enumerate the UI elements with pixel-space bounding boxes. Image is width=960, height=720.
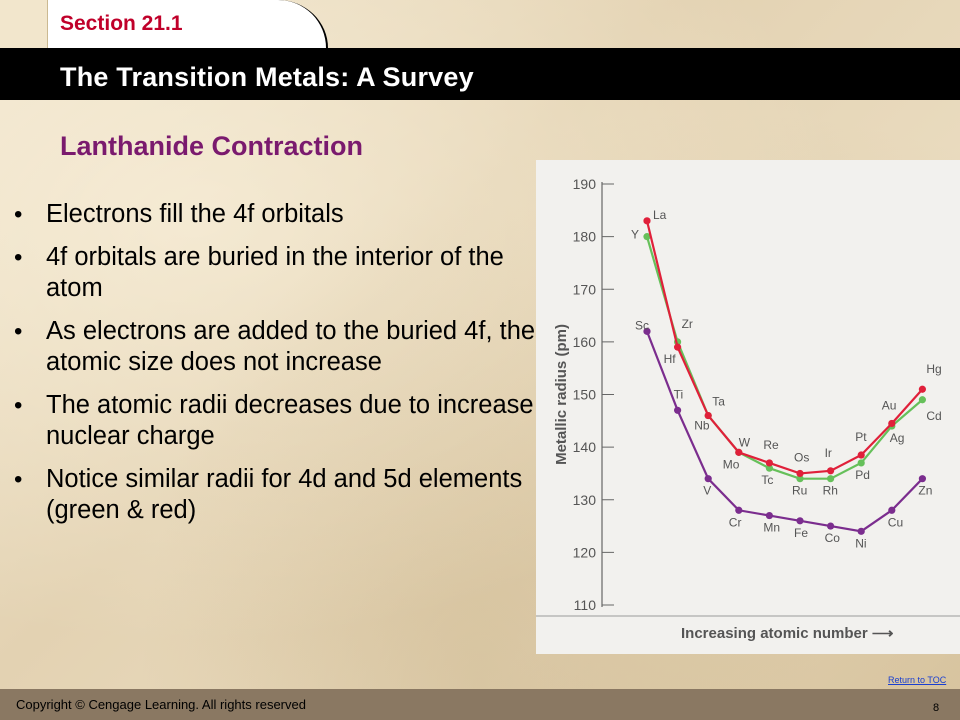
data-point <box>704 475 712 483</box>
bullet-text: 4f orbitals are buried in the interior o… <box>46 243 504 302</box>
bullet-text: As electrons are added to the buried 4f,… <box>46 317 536 376</box>
y-tick-label: 160 <box>573 334 597 350</box>
header-corner-square <box>0 0 48 48</box>
y-tick-label: 110 <box>574 597 597 613</box>
element-label: Pd <box>855 468 870 482</box>
data-point <box>643 217 651 225</box>
element-label: Rh <box>823 484 838 498</box>
data-point <box>888 506 896 514</box>
element-label: Mo <box>723 457 740 471</box>
data-point <box>857 451 865 459</box>
data-point <box>643 327 651 335</box>
data-point <box>827 467 835 475</box>
bullet-dot: • <box>14 392 23 419</box>
bullet-dot: • <box>14 244 23 271</box>
element-label: Tc <box>761 473 773 487</box>
element-label: Cr <box>729 515 742 529</box>
element-label: Y <box>631 228 639 242</box>
element-label: Os <box>794 450 809 464</box>
bullet-text: Electrons fill the 4f orbitals <box>46 200 344 228</box>
radius-chart: 110 120 130 140 150 160 170 180 190 Metallic radi… <box>536 176 960 642</box>
element-label: V <box>703 484 711 498</box>
element-label: Ag <box>890 431 905 445</box>
element-label: Hg <box>926 362 941 376</box>
bullet-item: • 4f orbitals are buried in the interior … <box>0 242 540 304</box>
data-point <box>765 464 773 472</box>
footer-bar <box>0 689 960 720</box>
data-point <box>918 385 926 393</box>
data-point <box>796 517 804 525</box>
element-label: Cu <box>888 515 903 529</box>
page-title: The Transition Metals: A Survey <box>60 62 474 92</box>
data-point <box>704 411 712 420</box>
element-label: Nb <box>694 419 710 433</box>
element-label: Au <box>882 398 897 412</box>
bullet-item: • Notice similar radii for 4d and 5d elem… <box>0 464 540 526</box>
data-point <box>827 475 835 483</box>
bullet-dot: • <box>14 201 23 228</box>
data-point <box>857 459 865 467</box>
element-label: Ir <box>825 446 832 460</box>
data-point <box>796 475 804 483</box>
data-point <box>765 459 773 467</box>
y-tick-label: 130 <box>573 492 597 508</box>
element-label: Cd <box>926 409 941 423</box>
element-label: Ru <box>792 484 807 498</box>
bullet-item: • The atomic radii decreases due to incre… <box>0 390 540 452</box>
element-label: Ni <box>855 536 866 550</box>
data-point <box>765 511 773 520</box>
data-point <box>735 448 743 456</box>
data-point <box>888 419 896 428</box>
bullet-text: The atomic radii decreases due to increa… <box>46 391 534 450</box>
footer-copyright: Copyright © Cengage Learning. All rights… <box>16 697 306 712</box>
element-label: Hf <box>664 352 677 366</box>
y-axis-label: Metallic radius (pm) <box>553 324 570 465</box>
return-to-toc-link[interactable]: Return to TOC <box>888 675 947 685</box>
element-label: Zn <box>918 484 932 498</box>
y-tick-label: 140 <box>573 439 597 455</box>
series-line <box>645 330 924 533</box>
x-axis-label: Increasing atomic number ⟶ <box>681 625 894 642</box>
header-bar <box>0 48 960 100</box>
element-label: Ti <box>674 387 684 401</box>
element-label: W <box>739 435 751 449</box>
series-line <box>645 236 924 480</box>
y-tick-label: 180 <box>573 229 597 245</box>
data-point <box>918 396 926 404</box>
element-label: Sc <box>635 318 649 332</box>
bullet-dot: • <box>14 318 23 345</box>
data-point <box>796 469 804 478</box>
bullet-dot: • <box>14 466 23 493</box>
data-point <box>857 527 865 535</box>
y-tick-label: 190 <box>573 176 597 192</box>
bullet-list: • Electrons fill the 4f orbitals • 4f orbi… <box>0 199 540 538</box>
slide-heading: Lanthanide Contraction <box>60 131 363 161</box>
element-label: Fe <box>794 526 808 540</box>
element-label: Re <box>763 438 779 452</box>
page-number: 8 <box>933 702 940 714</box>
element-label: Mn <box>763 521 780 535</box>
bullet-item: • As electrons are added to the buried 4f… <box>0 316 540 378</box>
data-point <box>735 506 743 514</box>
y-tick-label: 150 <box>573 387 597 403</box>
header-section-tab <box>48 0 328 48</box>
y-tick-label: 170 <box>573 281 597 297</box>
section-label: Section 21.1 <box>60 12 183 35</box>
data-point <box>643 233 651 241</box>
data-point <box>674 406 682 414</box>
element-label: Ta <box>712 395 725 409</box>
element-label: Zr <box>682 317 693 331</box>
data-point <box>918 475 926 483</box>
element-label: Pt <box>855 430 867 444</box>
chart-panel: 110 120 130 140 150 160 170 180 190 Metallic radi… <box>536 160 960 654</box>
data-point <box>674 343 682 351</box>
data-point <box>827 522 835 530</box>
series-line <box>645 220 924 475</box>
element-label: La <box>653 208 667 222</box>
element-label: Co <box>825 531 841 545</box>
bullet-item: • Electrons fill the 4f orbitals <box>0 199 540 230</box>
bullet-text: Notice similar radii for 4d and 5d eleme… <box>46 465 523 524</box>
y-tick-label: 120 <box>573 544 597 560</box>
